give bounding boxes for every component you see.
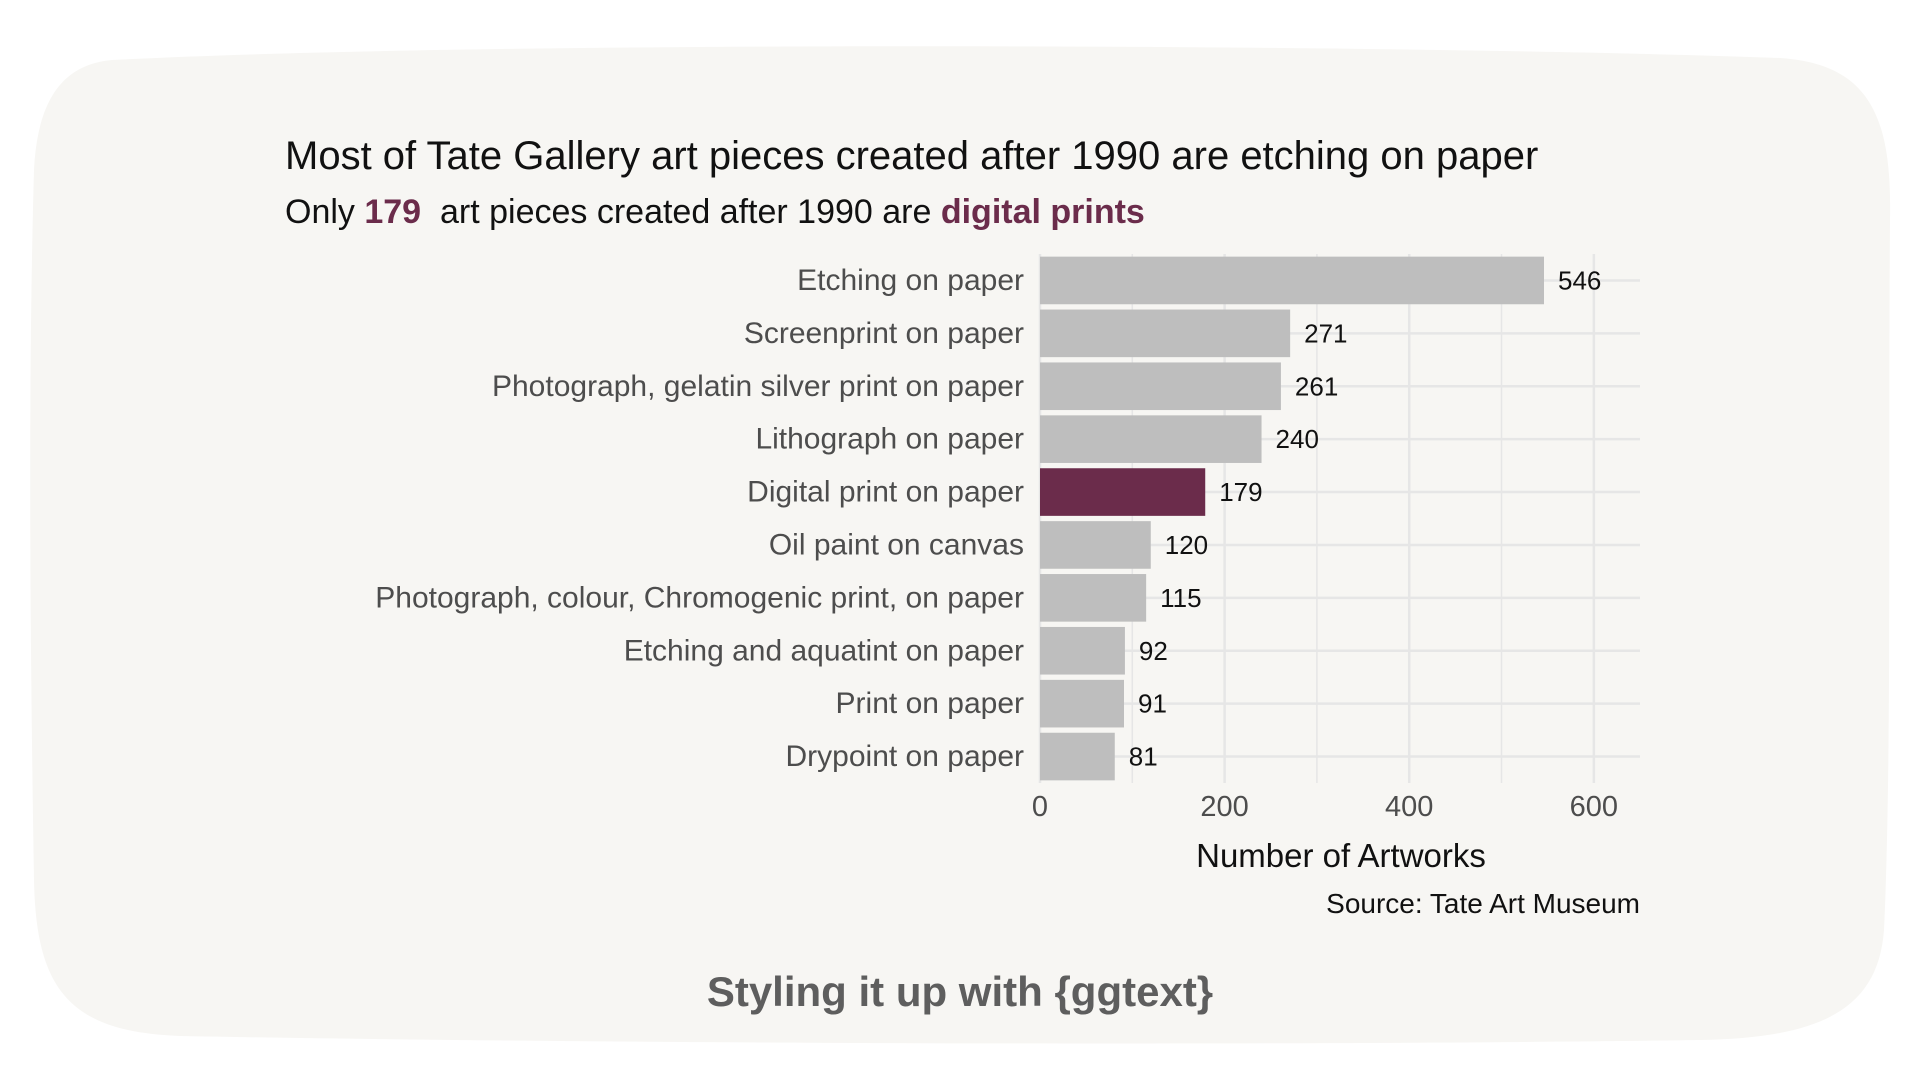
category-label: Photograph, gelatin silver print on pape…	[492, 370, 1024, 403]
x-tick-label: 600	[1570, 791, 1618, 823]
category-labels: Etching on paper Screenprint on paper Phot…	[375, 264, 1024, 773]
category-label: Photograph, colour, Chromogenic print, o…	[375, 581, 1024, 614]
category-label: Oil paint on canvas	[769, 528, 1024, 561]
bar	[1040, 256, 1544, 305]
subtitle-middle: art pieces created after 1990 are	[421, 193, 941, 231]
data-label: 240	[1276, 424, 1319, 454]
category-label: Print on paper	[836, 687, 1024, 720]
x-tick-label: 0	[1032, 791, 1048, 823]
bar	[1040, 415, 1262, 463]
data-label: 120	[1165, 530, 1208, 560]
data-label: 91	[1138, 689, 1167, 719]
data-label: 179	[1219, 477, 1262, 507]
bar	[1040, 468, 1206, 516]
chart-subtitle: Only 179 art pieces created after 1990 a…	[285, 193, 1145, 232]
category-label: Screenprint on paper	[744, 317, 1024, 350]
data-label: 92	[1139, 636, 1168, 666]
category-label: Etching and aquatint on paper	[624, 634, 1024, 667]
bar	[1040, 626, 1125, 675]
data-labels: 546 271 261 240 179 120 115 92 91 81	[1129, 265, 1602, 771]
bar	[1040, 574, 1147, 622]
bar	[1040, 362, 1281, 411]
data-label: 271	[1304, 318, 1347, 348]
data-label: 546	[1558, 265, 1601, 295]
source-caption: Source: Tate Art Museum	[1326, 888, 1640, 919]
bar	[1040, 679, 1124, 728]
x-tick-label: 200	[1200, 791, 1248, 823]
x-tick-labels: 0 200 400 600	[1032, 791, 1618, 823]
chart-title: Most of Tate Gallery art pieces created …	[285, 134, 1539, 178]
subtitle-highlight: digital prints	[940, 193, 1145, 231]
bottom-caption: Styling it up with {ggtext}	[706, 968, 1214, 1015]
x-tick-label: 400	[1385, 791, 1433, 823]
bar	[1040, 521, 1151, 569]
subtitle-count: 179	[364, 193, 422, 231]
data-label: 115	[1160, 583, 1201, 613]
category-label: Digital print on paper	[747, 476, 1024, 509]
bars	[1040, 256, 1544, 781]
category-label: Drypoint on paper	[786, 740, 1024, 773]
category-label: Etching on paper	[797, 264, 1024, 297]
bar	[1040, 309, 1291, 358]
category-label: Lithograph on paper	[755, 423, 1024, 456]
data-label: 81	[1129, 742, 1158, 772]
data-label: 261	[1295, 371, 1338, 401]
subtitle-prefix: Only	[285, 193, 365, 231]
bar	[1040, 732, 1115, 781]
x-axis-title: Number of Artworks	[1196, 837, 1486, 874]
